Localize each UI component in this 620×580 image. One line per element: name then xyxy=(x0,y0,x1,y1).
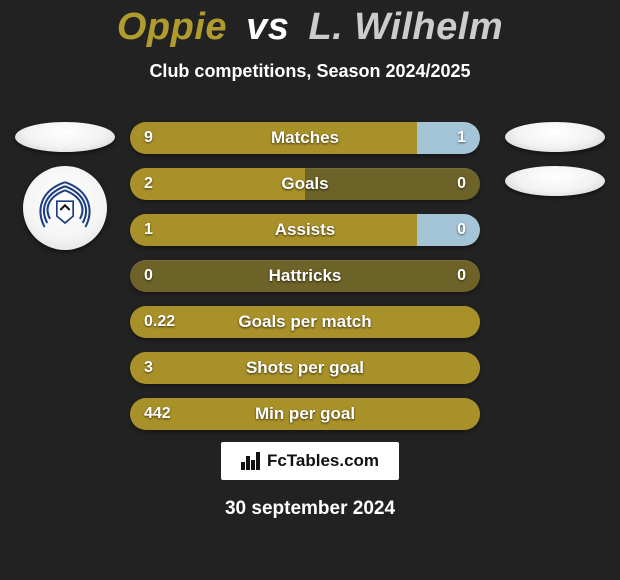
left-value: 3 xyxy=(144,359,153,377)
player2-name: L. Wilhelm xyxy=(308,6,503,48)
left-value: 0.22 xyxy=(144,313,175,331)
stat-label: Shots per goal xyxy=(246,358,364,378)
stat-label: Matches xyxy=(271,128,339,148)
stat-label: Min per goal xyxy=(255,404,355,424)
right-fill xyxy=(417,214,480,246)
left-badges xyxy=(10,122,120,250)
stat-row: 1 Assists 0 xyxy=(130,214,480,246)
team-ellipse-icon xyxy=(505,166,605,196)
stat-label: Assists xyxy=(275,220,335,240)
right-value: 1 xyxy=(457,129,466,147)
logo-text: FcTables.com xyxy=(267,451,379,471)
right-value: 0 xyxy=(457,267,466,285)
left-fill xyxy=(130,168,305,200)
stat-row: 0.22 Goals per match xyxy=(130,306,480,338)
left-value: 2 xyxy=(144,175,153,193)
left-value: 0 xyxy=(144,267,153,285)
stat-row: 9 Matches 1 xyxy=(130,122,480,154)
team-ellipse-icon xyxy=(505,122,605,152)
subtitle: Club competitions, Season 2024/2025 xyxy=(0,61,620,82)
right-value: 0 xyxy=(457,221,466,239)
stat-bars: 9 Matches 1 2 Goals 0 1 Assists 0 0 Hatt… xyxy=(130,122,480,444)
source-logo: FcTables.com xyxy=(221,442,399,480)
date-text: 30 september 2024 xyxy=(225,498,395,520)
crest-svg xyxy=(31,174,99,242)
left-fill xyxy=(130,214,417,246)
team-crest-icon xyxy=(23,166,107,250)
stat-row: 0 Hattricks 0 xyxy=(130,260,480,292)
right-value: 0 xyxy=(457,175,466,193)
stat-label: Hattricks xyxy=(269,266,342,286)
left-value: 1 xyxy=(144,221,153,239)
player1-name: Oppie xyxy=(117,6,227,48)
vs-text: vs xyxy=(246,6,289,48)
right-fill xyxy=(417,122,480,154)
stat-row: 2 Goals 0 xyxy=(130,168,480,200)
stat-row: 3 Shots per goal xyxy=(130,352,480,384)
right-badges xyxy=(500,122,610,210)
bar-chart-icon xyxy=(241,452,261,470)
stat-label: Goals per match xyxy=(238,312,371,332)
team-ellipse-icon xyxy=(15,122,115,152)
left-value: 9 xyxy=(144,129,153,147)
left-value: 442 xyxy=(144,405,171,423)
title: Oppie vs L. Wilhelm xyxy=(0,0,620,49)
stat-label: Goals xyxy=(281,174,328,194)
comparison-infographic: Oppie vs L. Wilhelm Club competitions, S… xyxy=(0,0,620,580)
stat-row: 442 Min per goal xyxy=(130,398,480,430)
